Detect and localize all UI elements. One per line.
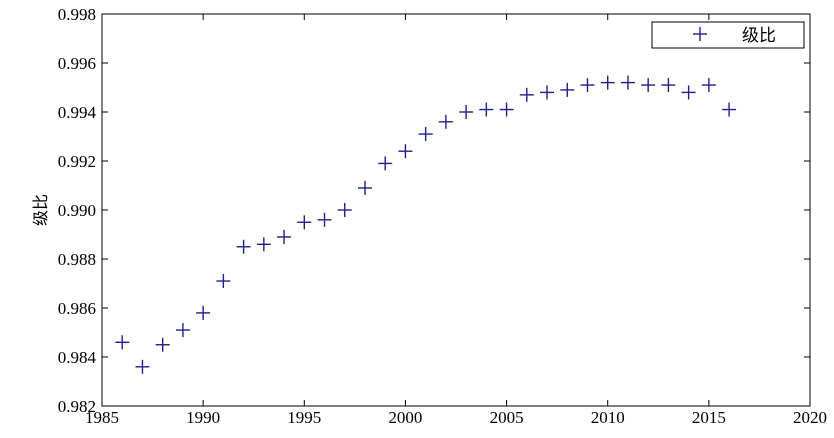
legend-marker xyxy=(693,27,707,41)
data-point xyxy=(256,237,271,252)
data-point xyxy=(600,75,615,90)
data-point xyxy=(277,229,292,244)
x-tick-label: 2010 xyxy=(591,408,625,427)
data-points xyxy=(115,75,737,374)
data-point xyxy=(196,305,211,320)
data-point xyxy=(620,75,635,90)
y-tick-label: 0.998 xyxy=(58,5,96,24)
x-tick-label: 1990 xyxy=(186,408,220,427)
x-tick-label: 1985 xyxy=(85,408,119,427)
data-point xyxy=(418,127,433,142)
y-tick-label: 0.996 xyxy=(58,54,96,73)
data-point xyxy=(115,335,130,350)
legend: 级比 xyxy=(651,21,805,49)
data-point xyxy=(175,323,190,338)
data-point xyxy=(155,337,170,352)
data-point xyxy=(317,212,332,227)
y-tick-label: 0.992 xyxy=(58,152,96,171)
data-point xyxy=(135,359,150,374)
data-point xyxy=(560,82,575,97)
y-tick-label: 0.990 xyxy=(58,201,96,220)
y-tick-label: 0.982 xyxy=(58,397,96,416)
data-point xyxy=(519,87,534,102)
plot-area xyxy=(101,13,811,407)
legend-label: 级比 xyxy=(742,26,776,46)
data-point xyxy=(357,180,372,195)
y-axis: 0.982 0.984 0.986 0.988 0.990 0.992 0.994 0.996… xyxy=(58,5,810,416)
data-point xyxy=(398,144,413,159)
data-point xyxy=(701,78,716,93)
data-point xyxy=(681,85,696,100)
data-point xyxy=(661,78,676,93)
y-tick-label: 0.994 xyxy=(58,103,97,122)
x-tick-label: 2000 xyxy=(388,408,422,427)
data-point xyxy=(438,114,453,129)
data-point xyxy=(236,239,251,254)
x-tick-label: 2020 xyxy=(793,408,827,427)
y-tick-label: 0.988 xyxy=(58,250,96,269)
y-axis-label: 级比 xyxy=(31,194,50,226)
data-point xyxy=(337,203,352,217)
data-point xyxy=(479,102,494,117)
x-tick-label: 2015 xyxy=(692,408,726,427)
legend-box xyxy=(651,21,805,49)
data-point xyxy=(722,102,737,117)
data-point xyxy=(378,156,393,171)
x-tick-label: 1995 xyxy=(287,408,321,427)
data-point xyxy=(540,85,555,100)
data-point xyxy=(580,78,595,93)
data-point xyxy=(216,274,231,289)
data-point xyxy=(297,215,312,230)
data-point xyxy=(459,105,474,119)
x-axis: 1985 1990 1995 2000 2005 2010 2015 2020 xyxy=(85,14,827,427)
x-tick-label: 2005 xyxy=(490,408,524,427)
y-tick-label: 0.986 xyxy=(58,299,96,318)
data-point xyxy=(499,102,514,117)
data-point xyxy=(641,78,656,93)
y-tick-label: 0.984 xyxy=(58,348,97,367)
